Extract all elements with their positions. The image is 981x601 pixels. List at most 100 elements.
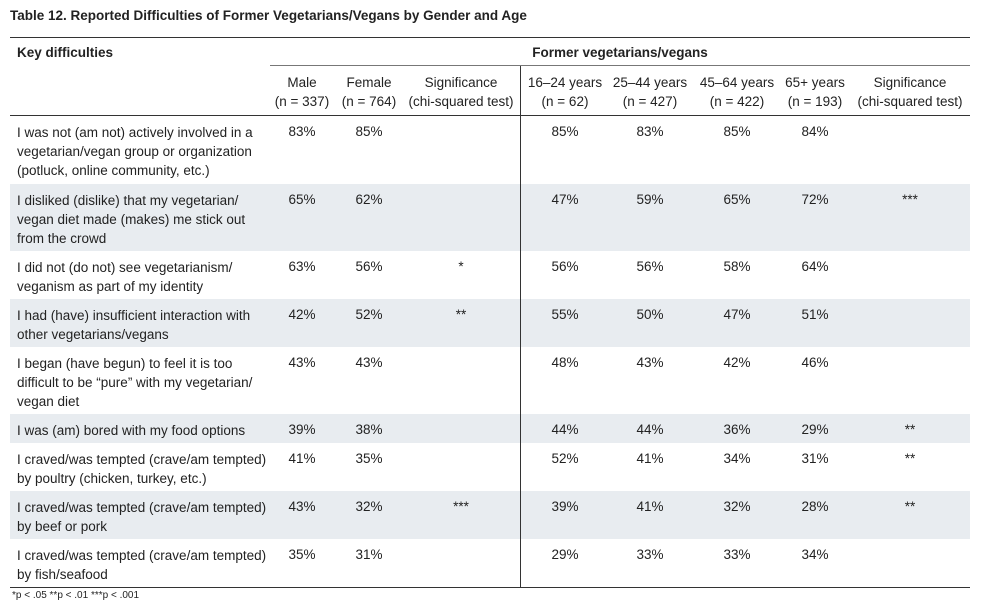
cell: 29% [551,547,579,562]
cell: 48% [551,355,579,370]
cell: *** [902,192,918,207]
cell: 47% [551,192,579,207]
column-n: (chi-squared test) [408,94,514,109]
column-header: Significance [873,75,947,90]
cell: 65% [288,192,316,207]
cell: 56% [355,259,383,274]
cell: 72% [801,192,829,207]
header-rule [10,115,970,116]
row-label: I was (am) bored with my food options [17,423,246,438]
table-title: Table 12. Reported Difficulties of Forme… [10,8,527,23]
cell: 83% [636,124,664,139]
cell: 51% [801,307,829,322]
cell: ** [455,307,467,322]
cell: 39% [288,422,316,437]
bottom-rule [10,587,970,588]
cell: 85% [723,124,751,139]
row-shade [10,299,970,347]
cell: 83% [288,124,316,139]
row-label: I began (have begun) to feel it is too d… [17,356,253,409]
row-label: I craved/was tempted (crave/am tempted) … [17,452,267,486]
footnote: *p < .05 **p < .01 ***p < .001 [12,590,140,601]
cell: 33% [636,547,664,562]
cell: 62% [355,192,383,207]
cell: *** [453,499,469,514]
cell: 59% [636,192,664,207]
cell: 28% [801,499,829,514]
column-header: Male [287,75,317,90]
cell: 65% [723,192,751,207]
row-shade [10,184,970,251]
cell: 34% [723,451,751,466]
cell: ** [904,499,916,514]
cell: ** [904,422,916,437]
cell: 58% [723,259,751,274]
cell: 55% [551,307,579,322]
cell: 44% [636,422,664,437]
cell: * [458,259,464,274]
column-header: Female [346,75,392,90]
column-header: 25–44 years [612,75,688,90]
cell: 33% [723,547,751,562]
cell: 52% [355,307,383,322]
row-label: I craved/was tempted (crave/am tempted) … [17,548,267,582]
cell: 85% [355,124,383,139]
cell: 63% [288,259,316,274]
cell: 34% [801,547,829,562]
cell: 43% [288,355,316,370]
group-header: Former vegetarians/vegans [532,45,708,60]
cell: 35% [355,451,383,466]
cell: 42% [723,355,751,370]
cell: 64% [801,259,829,274]
group-rule [270,65,970,66]
top-rule [10,37,970,38]
cell: 47% [723,307,751,322]
cell: 31% [801,451,829,466]
cell: 43% [636,355,664,370]
row-shade [10,414,970,443]
column-header: 65+ years [785,75,845,90]
cell: 46% [801,355,829,370]
cell: 38% [355,422,383,437]
column-n: (n = 427) [622,94,678,109]
cell: 35% [288,547,316,562]
row-shade [10,491,970,539]
cell: 41% [636,451,664,466]
cell: 56% [551,259,579,274]
cell: 43% [288,499,316,514]
cell: 39% [551,499,579,514]
cell: 41% [288,451,316,466]
column-header: 16–24 years [527,75,603,90]
column-n: (n = 62) [541,94,589,109]
row-label: I was not (am not) actively involved in … [17,125,253,178]
cell: 43% [355,355,383,370]
divider [520,66,521,587]
column-n: (chi-squared test) [857,94,963,109]
cell: 85% [551,124,579,139]
cell: 84% [801,124,829,139]
cell: 29% [801,422,829,437]
cell: 44% [551,422,579,437]
cell: 32% [355,499,383,514]
column-n: (n = 337) [274,94,330,109]
row-label: I had (have) insufficient interaction wi… [17,308,251,342]
row-label: I craved/was tempted (crave/am tempted) … [17,500,267,534]
cell: ** [904,451,916,466]
cell: 42% [288,307,316,322]
row-label: I disliked (dislike) that my vegetarian/… [17,193,246,246]
cell: 41% [636,499,664,514]
column-header: 45–64 years [699,75,775,90]
column-n: (n = 764) [341,94,397,109]
row-label: I did not (do not) see vegetarianism/ ve… [17,260,233,294]
cell: 36% [723,422,751,437]
cell: 50% [636,307,664,322]
cell: 52% [551,451,579,466]
cell: 31% [355,547,383,562]
column-n: (n = 193) [787,94,843,109]
cell: 56% [636,259,664,274]
stub-header: Key difficulties [17,45,114,60]
cell: 32% [723,499,751,514]
column-n: (n = 422) [709,94,765,109]
column-header: Significance [424,75,498,90]
